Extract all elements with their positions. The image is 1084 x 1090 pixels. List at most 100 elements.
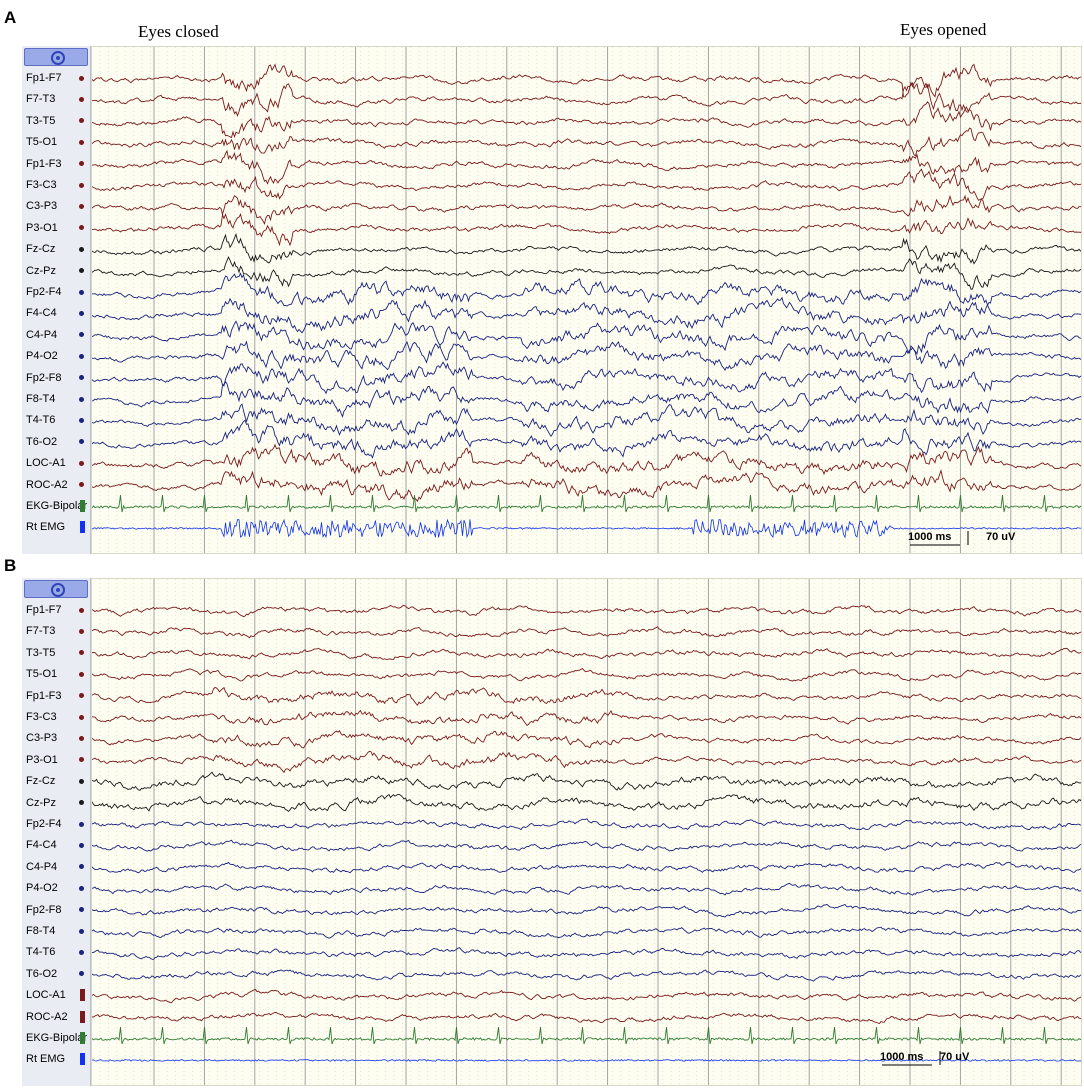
- channel-color-marker: [80, 1032, 85, 1044]
- eeg-traces-a: [92, 47, 1081, 553]
- eeg-trace-fp2-f8: [92, 361, 1081, 395]
- channel-color-marker: [79, 289, 84, 295]
- channel-label: F8-T4: [26, 393, 56, 405]
- channel-color-marker: [79, 928, 84, 934]
- channel-label: F8-T4: [26, 925, 56, 937]
- channel-label: P4-O2: [26, 350, 58, 363]
- montage-button[interactable]: [24, 48, 88, 66]
- channel-label: ROC-A2: [26, 478, 68, 491]
- eeg-trace-p3-o1: [92, 750, 1081, 774]
- channel-color-marker: [79, 607, 84, 613]
- eeg-trace-fz-cz: [92, 771, 1081, 791]
- channel-label: T5-O1: [26, 668, 58, 681]
- scale-bar: [910, 531, 969, 546]
- channel-color-marker: [79, 75, 84, 81]
- eeg-trace-f7-t3: [92, 81, 1081, 117]
- eeg-trace-loc-a1: [92, 443, 1081, 477]
- channel-color-marker: [79, 864, 84, 870]
- channel-color-marker: [79, 375, 84, 381]
- eeg-trace-c4-p4: [92, 320, 1081, 356]
- channel-color-marker: [79, 139, 84, 145]
- eeg-trace-fp2-f4: [92, 272, 1081, 307]
- channel-color-marker: [79, 821, 84, 827]
- channel-label: Fp2-F8: [26, 903, 62, 916]
- eeg-trace-roc-a2: [92, 468, 1081, 503]
- channel-label-column: Fp1-F7 F7-T3 T3-T5 T5-O1 Fp1-F3 F3-C3 C3-P3 P3-…: [22, 46, 91, 554]
- channel-color-marker: [79, 118, 84, 124]
- channel-label: P3-O1: [26, 753, 58, 766]
- channel-label: F4-C4: [26, 839, 57, 852]
- eeg-trace-c3-p3: [92, 730, 1081, 749]
- channel-color-marker: [79, 885, 84, 891]
- montage-button[interactable]: [24, 580, 88, 598]
- amplitude-scale-label: 70 uV: [940, 1051, 970, 1063]
- eeg-trace-area-a[interactable]: [91, 46, 1082, 554]
- channel-label: P4-O2: [26, 882, 58, 895]
- channel-color-marker: [79, 396, 84, 402]
- channel-label: Cz-Pz: [26, 264, 56, 277]
- channel-color-marker: [79, 460, 84, 466]
- channel-label: EKG-Bipolar: [26, 500, 88, 512]
- channel-label: T3-T5: [26, 114, 56, 127]
- eeg-trace-cz-pz: [92, 793, 1081, 813]
- channel-label-column: Fp1-F7 F7-T3 T3-T5 T5-O1 Fp1-F3 F3-C3 C3-P3 P3-…: [22, 578, 91, 1086]
- channel-color-marker: [79, 778, 84, 784]
- channel-color-marker: [79, 842, 84, 848]
- channel-label: Fz-Cz: [26, 243, 56, 256]
- channel-label: T5-O1: [26, 136, 58, 149]
- channel-label: C4-P4: [26, 860, 58, 873]
- channel-label: LOC-A1: [26, 989, 66, 1002]
- channel-label: T6-O2: [26, 967, 58, 980]
- channel-label: Cz-Pz: [26, 796, 56, 809]
- channel-label: T3-T5: [26, 646, 56, 659]
- channel-color-marker: [80, 521, 85, 534]
- channel-label: Rt EMG: [26, 1053, 66, 1066]
- channel-label: C3-P3: [26, 732, 58, 745]
- panel-letter-b: B: [4, 556, 17, 575]
- eeg-trace-c3-p3: [92, 194, 1081, 225]
- eeg-trace-roc-a2: [92, 1011, 1081, 1025]
- channel-label: F7-T3: [26, 93, 56, 106]
- eeg-trace-c4-p4: [92, 861, 1081, 874]
- channel-label: P3-O1: [26, 221, 58, 234]
- channel-label: F3-C3: [26, 179, 57, 191]
- channel-label: F4-C4: [26, 307, 57, 320]
- eeg-trace-f8-t4: [92, 926, 1081, 939]
- channel-color-marker: [79, 353, 84, 359]
- channel-color-marker: [79, 332, 84, 338]
- scale-bar: [882, 1051, 941, 1066]
- eeg-trace-p4-o2: [92, 340, 1081, 372]
- channel-color-marker: [80, 1053, 85, 1066]
- eeg-trace-t5-o1: [92, 127, 1081, 157]
- eeg-trace-f4-c4: [92, 296, 1081, 334]
- channel-color-marker: [79, 268, 84, 274]
- channel-label: Fz-Cz: [26, 775, 56, 788]
- channel-label: Fp1-F7: [26, 72, 62, 84]
- channel-color-marker: [79, 482, 84, 488]
- channel-color-marker: [80, 989, 85, 1002]
- eeg-traces-b: [92, 579, 1081, 1085]
- target-icon: [51, 51, 65, 65]
- channel-color-marker: [79, 182, 84, 188]
- eeg-trace-t3-t5: [92, 101, 1081, 139]
- channel-label: ROC-A2: [26, 1010, 68, 1023]
- time-scale-label: 1000 ms: [908, 531, 952, 543]
- eeg-trace-f3-c3: [92, 709, 1081, 726]
- channel-color-marker: [79, 907, 84, 913]
- eeg-trace-fp1-f3: [92, 686, 1081, 706]
- eyes-closed-annotation: Eyes closed: [138, 22, 219, 41]
- channel-label: EKG-Bipolar: [26, 1032, 88, 1044]
- channel-color-marker: [79, 949, 84, 955]
- eeg-trace-rt-emg: [92, 1059, 1081, 1062]
- eyes-opened-annotation: Eyes opened: [900, 20, 987, 39]
- eeg-trace-t5-o1: [92, 668, 1081, 682]
- channel-color-marker: [79, 757, 84, 763]
- panel-letter-a: A: [4, 8, 17, 27]
- target-icon: [51, 583, 65, 597]
- channel-color-marker: [79, 650, 84, 656]
- channel-color-marker: [79, 671, 84, 677]
- time-scale-label: 1000 ms: [880, 1051, 924, 1063]
- eeg-trace-fp1-f7: [92, 604, 1081, 618]
- channel-label: LOC-A1: [26, 457, 66, 470]
- eeg-trace-area-b[interactable]: [91, 578, 1082, 1086]
